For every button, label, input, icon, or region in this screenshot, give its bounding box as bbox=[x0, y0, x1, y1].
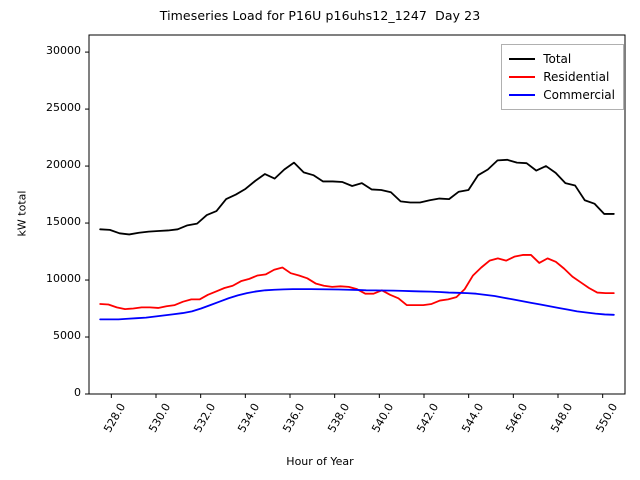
legend-label: Residential bbox=[543, 70, 610, 84]
x-axis-label: Hour of Year bbox=[286, 455, 354, 468]
series-line-total bbox=[99, 158, 615, 236]
y-tick-label: 25000 bbox=[46, 101, 81, 115]
legend-color-swatch bbox=[509, 58, 536, 60]
legend-label: Commercial bbox=[543, 88, 615, 102]
y-tick-label: 15000 bbox=[46, 215, 81, 229]
y-tick-label: 20000 bbox=[46, 158, 81, 172]
legend-label: Total bbox=[543, 52, 572, 66]
chart-title: Timeseries Load for P16U p16uhs12_1247 D… bbox=[159, 8, 481, 23]
y-tick-label: 5000 bbox=[53, 329, 81, 343]
legend-entry: Total bbox=[509, 50, 615, 68]
legend-entry: Commercial bbox=[509, 86, 615, 104]
series-line-commercial bbox=[99, 288, 615, 321]
series-line-residential bbox=[99, 254, 615, 310]
y-tick-label: 10000 bbox=[46, 272, 81, 286]
legend-entry: Residential bbox=[509, 68, 615, 86]
y-axis-label: kW total bbox=[15, 190, 29, 236]
y-tick-label: 30000 bbox=[46, 44, 81, 58]
legend-color-swatch bbox=[509, 76, 536, 78]
axes-frame bbox=[88, 34, 626, 395]
chart-legend: Total Residential Commercial bbox=[501, 44, 624, 110]
legend-color-swatch bbox=[509, 94, 536, 96]
y-tick-label: 0 bbox=[74, 386, 81, 399]
